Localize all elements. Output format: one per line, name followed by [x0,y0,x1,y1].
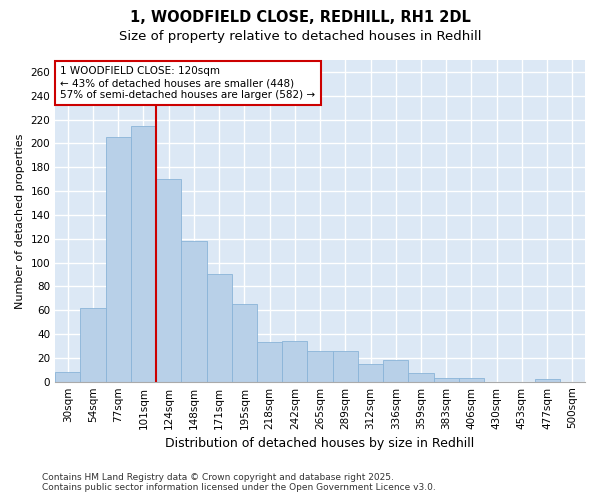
Bar [232,304,257,382]
X-axis label: Distribution of detached houses by size in Redhill: Distribution of detached houses by size … [166,437,475,450]
Bar [181,241,206,382]
Bar [535,380,560,382]
Bar [282,341,307,382]
Bar [206,274,232,382]
Bar [257,342,282,382]
Bar [409,374,434,382]
Bar [307,350,332,382]
Text: Contains HM Land Registry data © Crown copyright and database right 2025.
Contai: Contains HM Land Registry data © Crown c… [42,473,436,492]
Text: 1, WOODFIELD CLOSE, REDHILL, RH1 2DL: 1, WOODFIELD CLOSE, REDHILL, RH1 2DL [130,10,470,25]
Bar [332,350,358,382]
Bar [131,126,156,382]
Text: Size of property relative to detached houses in Redhill: Size of property relative to detached ho… [119,30,481,43]
Text: 1 WOODFIELD CLOSE: 120sqm
← 43% of detached houses are smaller (448)
57% of semi: 1 WOODFIELD CLOSE: 120sqm ← 43% of detac… [61,66,316,100]
Bar [156,179,181,382]
Bar [383,360,409,382]
Bar [80,308,106,382]
Bar [55,372,80,382]
Y-axis label: Number of detached properties: Number of detached properties [15,133,25,308]
Bar [434,378,459,382]
Bar [358,364,383,382]
Bar [106,138,131,382]
Bar [459,378,484,382]
